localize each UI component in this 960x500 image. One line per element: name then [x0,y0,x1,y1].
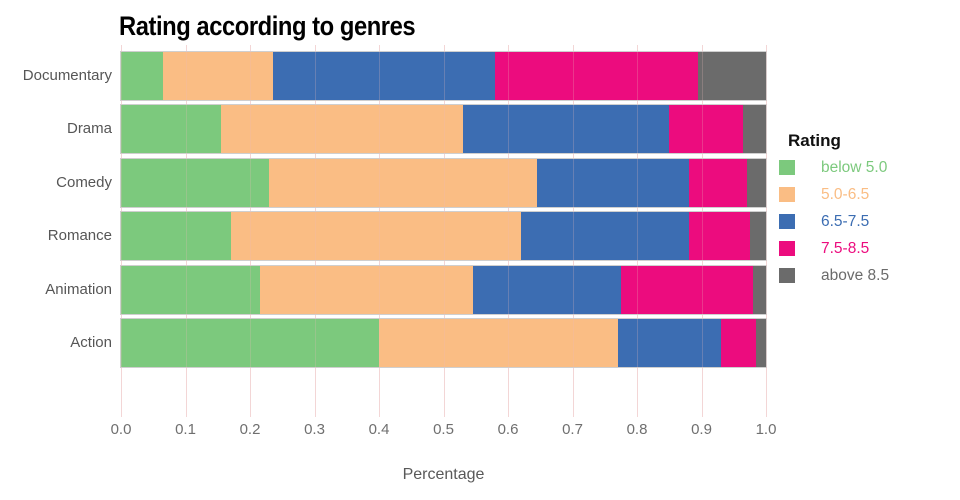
x-tick-label: 0.0 [110,421,132,438]
bar-segment [121,105,221,154]
bar-segment [269,158,538,207]
bar-segment [162,52,273,100]
x-tick-label: 0.3 [304,421,325,438]
y-axis-label: Documentary [22,67,112,84]
bar-segment [669,105,744,154]
gridline [766,45,767,417]
bar-segment [520,212,689,261]
bar-segment [259,265,473,314]
legend-swatch [779,241,795,256]
x-tick-label: 0.8 [626,421,648,438]
x-tick-label: 0.1 [175,421,196,438]
x-tick-label: 0.4 [368,421,390,438]
x-tick-label: 0.7 [562,421,583,438]
x-axis-title: Percentage [402,466,485,483]
bar-segment [743,105,766,154]
bar-segment [121,212,231,261]
bar-segment [472,265,621,314]
bar-segment [688,212,750,261]
y-axis-label: Comedy [56,173,112,191]
bar-segment [749,212,766,261]
bar-segment [272,52,496,100]
bar-segment [698,52,766,100]
legend-items: below 5.0 5.0-6.5 6.5-7.5 7.5-8.5 above 8.5 [779,158,957,284]
legend-swatch [779,268,795,283]
bar-segment [220,105,463,154]
bar-row-documentary [120,51,767,101]
bar-segment [495,52,699,100]
legend-item[interactable]: 5.0-6.5 [779,185,957,203]
x-tick-label: 1.0 [755,421,777,438]
bar-segment [230,212,521,261]
bar-segment [617,319,721,367]
legend-title: Rating [788,131,841,150]
bar-row-romance [120,211,767,262]
y-axis-label: Action [70,334,112,351]
bar-segment [720,319,757,367]
bar-segment [462,105,670,154]
legend-swatch [779,187,795,202]
bar-segment [121,52,163,100]
legend-swatch [779,160,795,175]
bar-row-animation [120,264,767,315]
bar-row-action [120,318,767,368]
bar-segment [753,265,766,314]
bar-segment [537,158,689,207]
x-tick-label: 0.5 [433,421,454,438]
chart-title: Rating according to genres [119,11,416,41]
legend-item[interactable]: above 8.5 [779,266,957,284]
legend-item[interactable]: below 5.0 [779,158,957,176]
bar-segment [379,319,618,367]
gridline [766,45,767,417]
bar-segment [746,158,766,207]
bar-segment [756,319,766,367]
bar-row-drama [120,104,767,155]
x-tick-label: 0.9 [691,421,712,438]
x-tick-label: 0.2 [239,421,261,438]
legend-item-label: 6.5-7.5 [821,212,870,230]
bar-segment [620,265,754,314]
bar-segment [121,265,260,314]
bar-row-comedy [120,157,767,208]
legend-item-label: below 5.0 [821,158,888,176]
legend-item-label: 7.5-8.5 [821,239,870,257]
legend-swatch [779,214,795,229]
x-tick-label: 0.6 [497,421,519,438]
legend: Rating below 5.0 5.0-6.5 6.5-7.5 7.5-8.5 abo… [779,131,957,295]
bar-segment [688,158,747,207]
legend-item-label: above 8.5 [821,266,890,284]
y-axis-label: Romance [47,227,112,245]
y-axis-label: Drama [66,120,112,138]
legend-item[interactable]: 6.5-7.5 [779,212,957,230]
bar-segment [121,319,379,367]
legend-item[interactable]: 7.5-8.5 [779,239,957,257]
y-axis-label: Animation [45,280,112,298]
bar-segment [121,158,270,207]
legend-item-label: 5.0-6.5 [821,185,870,203]
